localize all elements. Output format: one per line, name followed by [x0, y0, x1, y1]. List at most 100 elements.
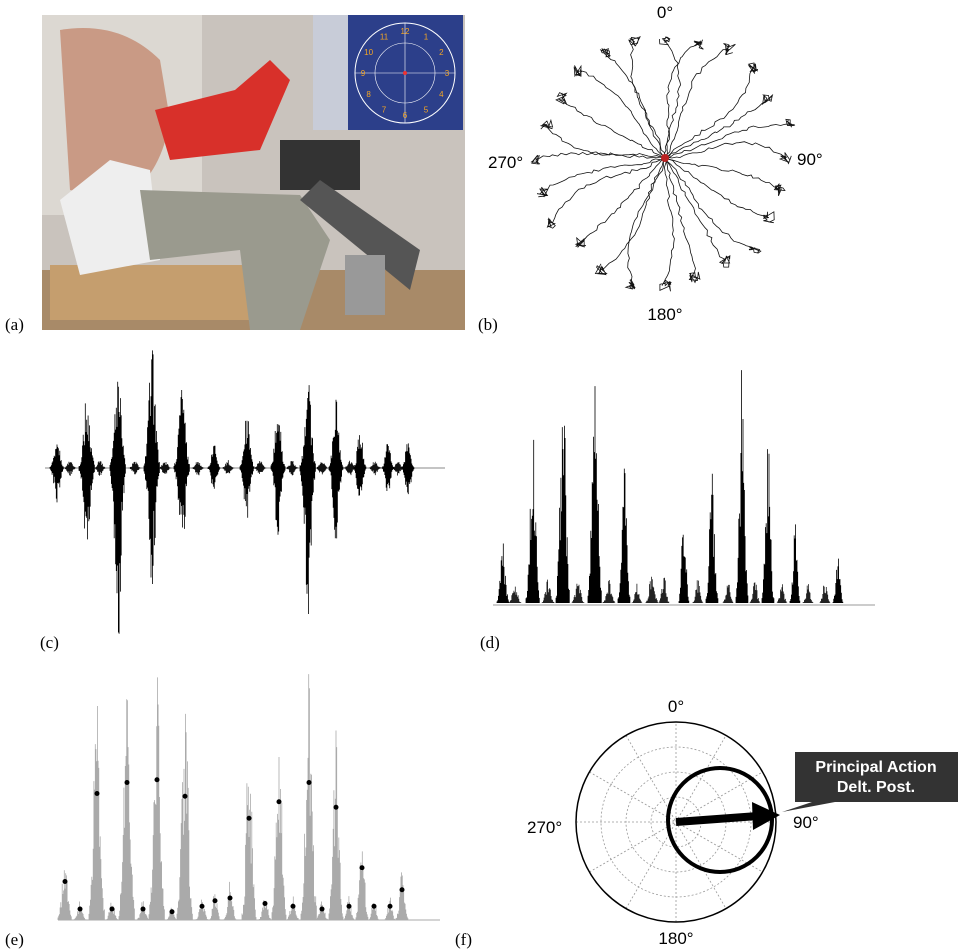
burst [572, 584, 584, 603]
burst [803, 584, 813, 603]
screen-number: 1 [424, 33, 429, 42]
burst [64, 462, 76, 476]
mean-dot [228, 896, 233, 901]
burst [833, 559, 843, 603]
callout-text: Principal Action [815, 759, 936, 776]
burst [659, 578, 669, 603]
panel-label: (c) [40, 633, 59, 652]
screen-number: 7 [382, 105, 387, 114]
burst [119, 699, 134, 920]
trajectory [626, 158, 665, 289]
burst [58, 870, 71, 920]
direction-label: 270° [527, 818, 562, 837]
burst [509, 587, 521, 603]
screen-number: 8 [366, 90, 371, 99]
direction-label: 270° [488, 153, 523, 172]
direction-label: 90° [797, 150, 823, 169]
emg-envelope [58, 674, 440, 920]
burst [777, 584, 787, 603]
mean-dot [320, 907, 325, 912]
screen-number: 3 [445, 69, 450, 78]
trajectory [532, 152, 665, 164]
burst [286, 461, 298, 475]
burst [618, 469, 630, 603]
direction-label: 0° [668, 697, 684, 716]
screen-number: 12 [401, 27, 410, 36]
trajectory [659, 37, 680, 158]
burst [89, 706, 104, 920]
screen-number: 4 [439, 90, 444, 99]
mean-dot [200, 904, 205, 909]
panel-label: (f) [455, 930, 472, 949]
screen-number: 11 [380, 33, 389, 42]
photo [42, 15, 465, 330]
burst [94, 461, 106, 476]
burst [762, 449, 774, 603]
mean-dot [183, 794, 188, 799]
burst [224, 882, 236, 920]
trajectory [665, 158, 761, 253]
burst [603, 580, 615, 603]
trajectory [665, 95, 773, 158]
trajectories [532, 37, 795, 291]
screen-number: 10 [364, 48, 373, 57]
burst [382, 444, 394, 491]
burst [329, 400, 343, 539]
burst [790, 524, 800, 603]
burst [79, 403, 94, 539]
burst [196, 900, 208, 920]
trajectory [629, 37, 665, 158]
mean-dot [372, 904, 377, 909]
burst [177, 714, 192, 920]
panel-label: (d) [480, 633, 500, 652]
trajectory [665, 158, 730, 267]
screen-number: 5 [424, 105, 429, 114]
trajectory [665, 63, 758, 158]
trajectory [665, 40, 703, 158]
screen-number: 9 [361, 69, 366, 78]
callout-text: Delt. Post. [837, 779, 915, 796]
burst [242, 783, 256, 920]
burst [300, 385, 315, 614]
mean-dot [291, 904, 296, 909]
burst [396, 872, 408, 920]
burst [329, 731, 343, 921]
screen-number: 6 [403, 111, 408, 120]
burst [210, 894, 220, 920]
emg-raw [45, 350, 445, 633]
trajectory [665, 142, 791, 164]
burst [271, 424, 285, 535]
burst [222, 460, 234, 473]
burst [301, 674, 316, 920]
trajectory [547, 158, 665, 228]
trajectory [660, 158, 675, 291]
burst [356, 851, 368, 920]
burst [820, 586, 830, 603]
mean-dot [110, 907, 115, 912]
emg-rectified [493, 370, 875, 605]
mean-dot [347, 904, 352, 909]
burst [159, 462, 171, 474]
direction-label: 0° [657, 3, 673, 22]
mean-dot [277, 799, 282, 804]
burst [646, 577, 658, 603]
burst [736, 370, 748, 603]
burst [316, 462, 328, 474]
polar-plot [576, 722, 958, 922]
mean-dot [213, 898, 218, 903]
burst [208, 446, 220, 489]
burst [385, 898, 395, 920]
panel-label: (e) [5, 930, 24, 949]
mean-dot [155, 777, 160, 782]
burst [693, 580, 703, 603]
mean-dot [170, 909, 175, 914]
figure: 121234567891011 (a) (b) 0° 90° 180° 270°… [0, 0, 960, 949]
panel-label: (b) [478, 315, 498, 334]
trajectory [665, 158, 785, 196]
burst [750, 582, 760, 603]
burst [240, 421, 254, 518]
direction-label: 180° [647, 305, 682, 324]
burst [272, 757, 286, 920]
trajectory [541, 120, 665, 158]
panel-label: (a) [5, 315, 24, 334]
